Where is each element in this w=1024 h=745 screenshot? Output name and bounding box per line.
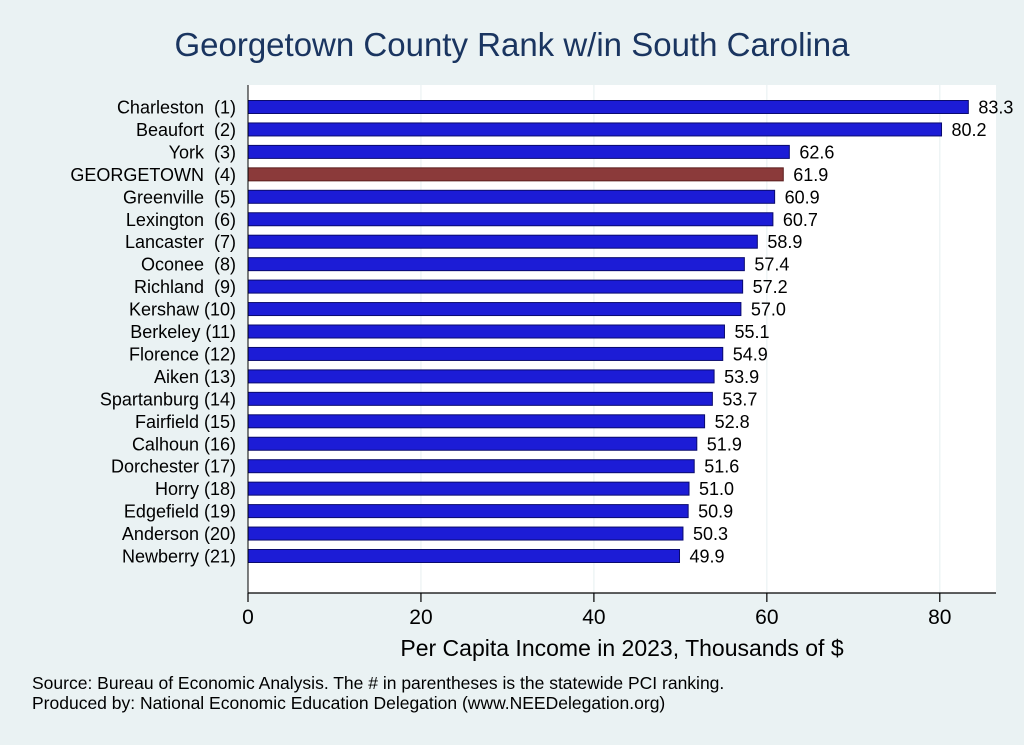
- bar: [247, 100, 969, 114]
- value-label: 60.9: [785, 187, 820, 207]
- bar: [247, 391, 713, 406]
- value-label: 61.9: [793, 165, 828, 185]
- category-label: Newberry (21): [122, 547, 236, 567]
- value-label: 55.1: [734, 322, 769, 342]
- bar: [247, 234, 758, 249]
- category-label: Lexington (6): [126, 210, 236, 230]
- value-labels: 83.380.2 62.6 61.960.9 60.758.9 57.457.2 57.0…: [690, 98, 1014, 567]
- bar: [247, 257, 745, 272]
- category-label: GEORGETOWN (4): [70, 165, 236, 185]
- value-label: 80.2: [952, 120, 987, 140]
- value-label: 54.9: [733, 344, 768, 364]
- category-label: Horry (18): [155, 479, 236, 499]
- value-label: 51.6: [704, 457, 739, 477]
- bar: [247, 279, 744, 294]
- value-label: 52.8: [715, 412, 750, 432]
- value-label: 57.0: [751, 300, 786, 320]
- bar: [247, 346, 724, 361]
- bar: [247, 436, 698, 451]
- category-label: Greenville (5): [123, 187, 236, 207]
- category-label: Anderson (20): [122, 524, 236, 544]
- value-label: 49.9: [690, 547, 725, 567]
- value-label: 60.7: [783, 210, 818, 230]
- value-label: 53.9: [724, 367, 759, 387]
- category-label: Florence (12): [129, 344, 236, 364]
- value-label: 57.2: [753, 277, 788, 297]
- category-label: Beaufort (2): [136, 120, 236, 140]
- category-label: Lancaster (7): [125, 232, 236, 252]
- x-tick-label: 80: [928, 606, 951, 629]
- category-label: York (3): [169, 142, 236, 162]
- x-tick-label: 40: [582, 606, 605, 629]
- x-tick-label: 20: [409, 606, 432, 629]
- bar: [247, 302, 742, 317]
- bar: [247, 459, 695, 474]
- bar: [247, 369, 715, 384]
- bar: [247, 504, 689, 519]
- bar: [247, 144, 790, 159]
- value-label: 51.0: [699, 479, 734, 499]
- category-label: Oconee (8): [141, 255, 236, 275]
- value-label: 53.7: [722, 389, 757, 409]
- category-label: Calhoun (16): [132, 434, 236, 454]
- bar-highlighted: [247, 167, 784, 182]
- bar: [247, 526, 684, 541]
- value-label: 62.6: [799, 142, 834, 162]
- bar: [247, 481, 690, 496]
- value-label: 50.9: [698, 502, 733, 522]
- value-label: 57.4: [754, 255, 789, 275]
- bar: [247, 414, 706, 429]
- producer-note: Produced by: National Economic Education…: [32, 693, 666, 713]
- bar: [247, 324, 725, 339]
- x-tick-label: 60: [755, 606, 778, 629]
- source-note: Source: Bureau of Economic Analysis. The…: [32, 673, 725, 693]
- category-label: Spartanburg (14): [100, 389, 236, 409]
- category-label: Aiken (13): [154, 367, 236, 387]
- x-tick-label: 0: [242, 606, 254, 629]
- category-label: Kershaw (10): [129, 300, 236, 320]
- value-label: 50.3: [693, 524, 728, 544]
- chart-title: Georgetown County Rank w/in South Caroli…: [174, 26, 850, 63]
- category-label: Charleston (1): [117, 98, 236, 118]
- value-label: 51.9: [707, 434, 742, 454]
- x-axis-label: Per Capita Income in 2023, Thousands of …: [400, 635, 843, 661]
- category-label: Berkeley (11): [130, 322, 236, 342]
- value-label: 58.9: [767, 232, 802, 252]
- category-label: Edgefield (19): [124, 502, 236, 522]
- bar: [247, 212, 774, 227]
- category-label: Fairfield (15): [135, 412, 236, 432]
- bar: [247, 122, 943, 137]
- bar: [247, 549, 681, 563]
- bar: [247, 189, 776, 204]
- category-label: Dorchester (17): [111, 457, 236, 477]
- bars: [247, 100, 969, 563]
- category-labels: Charleston (1)Beaufort (2)York (3) GEORGE…: [70, 98, 236, 567]
- x-axis: 0 20 40 60 80: [242, 85, 996, 629]
- value-label: 83.3: [978, 98, 1013, 118]
- category-label: Richland (9): [134, 277, 236, 297]
